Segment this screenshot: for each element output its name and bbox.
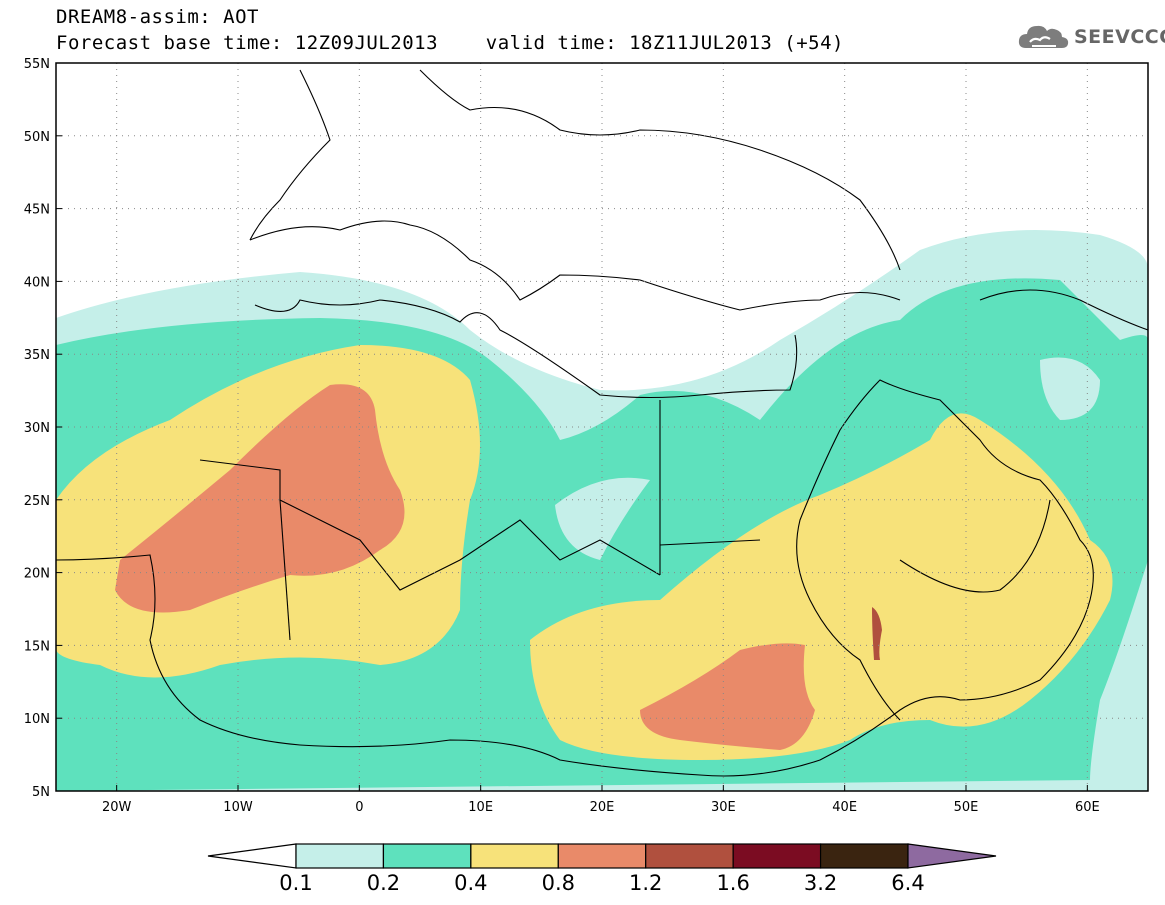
colorbar-label: 0.1 bbox=[279, 871, 312, 895]
longitude-axis: 20W 10W 0 10E 20E 30E 40E 50E 60E bbox=[102, 785, 1100, 815]
colorbar-swatch bbox=[295, 843, 385, 869]
seevccc-logo: SEEVCCC bbox=[1018, 22, 1165, 52]
lat-label: 40N bbox=[24, 275, 50, 290]
coastlines bbox=[56, 69, 1148, 777]
colorbar-swatch bbox=[645, 843, 734, 869]
colorbar-swatch bbox=[470, 843, 559, 869]
cloud-icon bbox=[1018, 25, 1069, 48]
lat-label: 15N bbox=[24, 639, 50, 654]
lat-label: 45N bbox=[24, 203, 50, 218]
colorbar-swatch bbox=[819, 843, 909, 869]
lat-label: 5N bbox=[32, 785, 50, 800]
lat-label: 20N bbox=[24, 567, 50, 582]
lat-label: 10N bbox=[24, 712, 50, 727]
lon-label: 30E bbox=[711, 800, 736, 815]
colorbar: 0.1 0.2 0.4 0.8 1.2 1.6 3.2 6.4 bbox=[207, 843, 997, 895]
colorbar-label: 3.2 bbox=[804, 871, 837, 895]
colorbar-label: 1.6 bbox=[716, 871, 749, 895]
lon-label: 10W bbox=[223, 800, 253, 815]
colorbar-over-arrow bbox=[907, 843, 997, 869]
colorbar-label: 0.8 bbox=[542, 871, 575, 895]
lon-label: 10E bbox=[468, 800, 493, 815]
latitude-axis: 55N 50N 45N 40N 35N 30N 25N 20N 15N 10N 5N bbox=[24, 57, 62, 800]
colorbar-under-arrow bbox=[207, 843, 297, 869]
lat-label: 30N bbox=[24, 421, 50, 436]
lat-label: 35N bbox=[24, 348, 50, 363]
lon-label: 20W bbox=[102, 800, 132, 815]
lon-label: 60E bbox=[1075, 800, 1100, 815]
lon-label: 40E bbox=[832, 800, 857, 815]
colorbar-label: 0.2 bbox=[367, 871, 400, 895]
lat-label: 25N bbox=[24, 494, 50, 509]
map-title: DREAM8-assim: AOT bbox=[56, 6, 259, 28]
colorbar-swatch bbox=[382, 843, 472, 869]
aot-band-0.8 bbox=[115, 384, 405, 613]
colorbar-label: 6.4 bbox=[891, 871, 924, 895]
colorbar-label: 0.4 bbox=[454, 871, 487, 895]
colorbar-swatch bbox=[732, 843, 822, 869]
lat-label: 50N bbox=[24, 130, 50, 145]
lon-label: 0 bbox=[355, 800, 363, 815]
colorbar-label: 1.2 bbox=[629, 871, 662, 895]
graticule bbox=[56, 63, 1148, 791]
colorbar-swatch bbox=[557, 843, 647, 869]
logo-label: SEEVCCC bbox=[1074, 26, 1165, 48]
forecast-times: Forecast base time: 12Z09JUL2013 valid t… bbox=[56, 32, 844, 54]
aot-field bbox=[56, 63, 1148, 791]
lat-label: 55N bbox=[24, 57, 50, 72]
lon-label: 50E bbox=[954, 800, 979, 815]
lon-label: 20E bbox=[590, 800, 615, 815]
